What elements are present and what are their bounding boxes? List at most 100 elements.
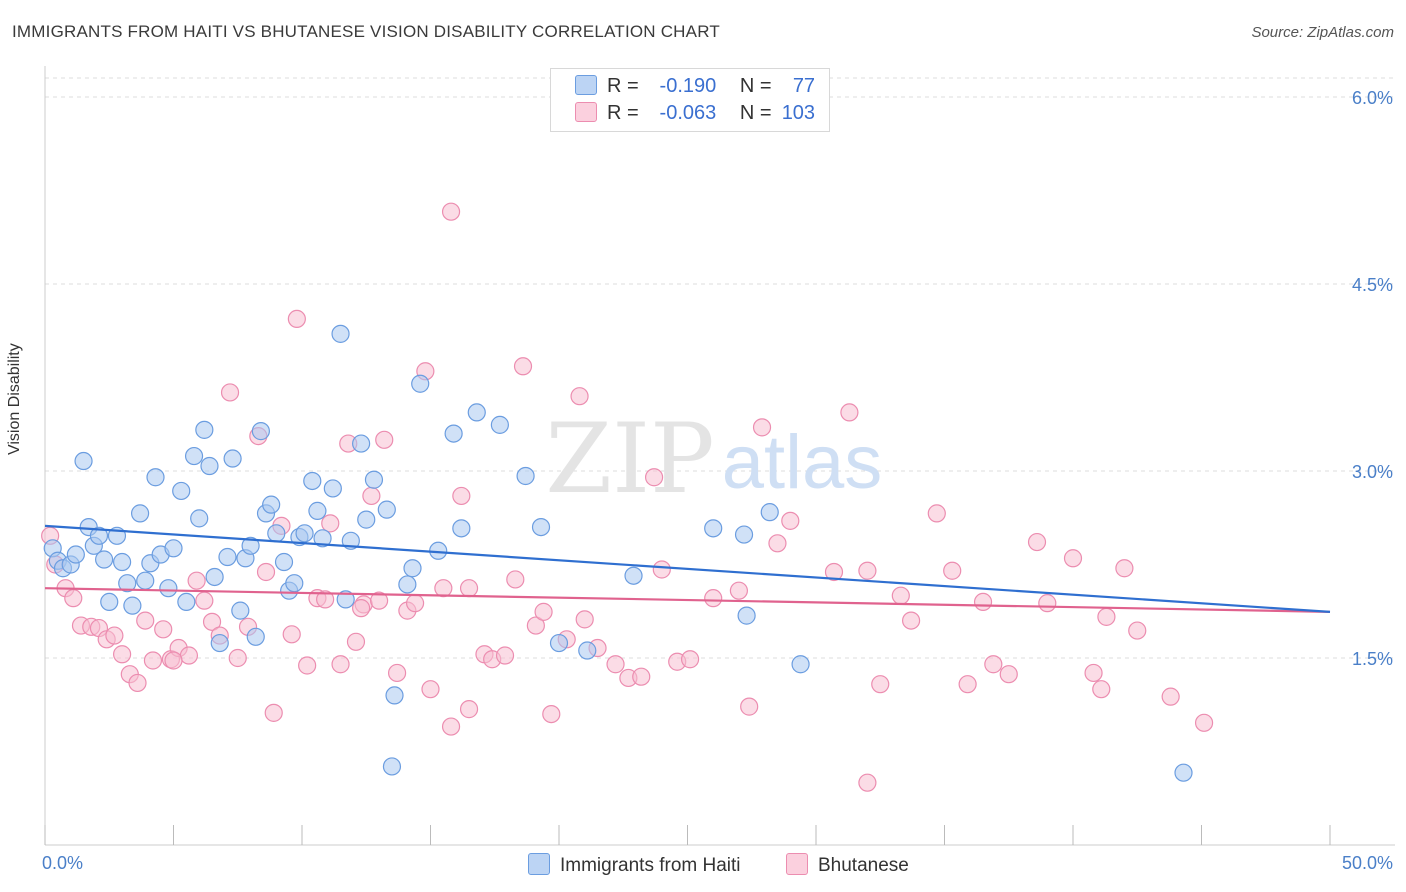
haiti-point-74	[1174, 763, 1193, 782]
haiti-point-63	[490, 415, 509, 434]
bhutanese-point-35	[331, 655, 350, 674]
bhutanese-point-17	[179, 646, 199, 665]
bhutanese-point-12	[136, 611, 155, 630]
bhutanese-point-80	[891, 586, 910, 605]
haiti-point-67	[578, 641, 597, 660]
legend-n-label: N =	[739, 102, 772, 124]
legend-r-value-bhutan: -0.063	[659, 102, 717, 124]
bottom-legend-bhutan-label: Bhutanese	[818, 855, 909, 876]
x-tick-label-1: 50.0%	[1342, 853, 1393, 873]
bhutanese-point-82	[927, 504, 946, 523]
haiti-point-47	[313, 529, 332, 548]
bhutanese-point-100	[459, 579, 479, 598]
correlation-legend: R = -0.190 N = 77 R = -0.063 N = 103	[550, 68, 830, 132]
legend-row-bhutan: R = -0.063 N = 103	[575, 102, 815, 126]
source-credit: Source: ZipAtlas.com	[1251, 24, 1394, 41]
bottom-swatch-bhutan	[786, 853, 808, 875]
bottom-swatch-haiti	[528, 853, 550, 875]
haiti-point-60	[444, 424, 463, 443]
bhutanese-point-47	[434, 579, 453, 598]
bhutanese-point-65	[632, 667, 651, 686]
bhutanese-point-50	[459, 700, 479, 719]
haiti-point-57	[398, 575, 417, 594]
x-tick-label-0: 0.0%	[42, 853, 83, 873]
bhutanese-point-20	[202, 612, 222, 631]
bhutanese-point-29	[282, 625, 301, 644]
bottom-legend-bhutan: Bhutanese	[786, 853, 909, 877]
bhutanese-point-48	[441, 717, 461, 736]
haiti-point-68	[624, 566, 643, 585]
bhutanese-point-22	[220, 383, 240, 402]
bhutanese-point-96	[1161, 687, 1180, 706]
haiti-point-72	[760, 503, 779, 522]
haiti-point-59	[411, 374, 430, 393]
haiti-point-55	[377, 500, 396, 519]
bhutanese-point-70	[704, 589, 723, 608]
bhutanese-point-101	[164, 651, 183, 670]
haiti-point-15	[130, 504, 150, 523]
bhutanese-point-13	[143, 651, 163, 670]
legend-swatch-haiti	[575, 75, 597, 95]
bhutanese-point-92	[1092, 680, 1111, 699]
bhutanese-point-23	[228, 648, 247, 668]
bhutanese-point-53	[495, 646, 515, 665]
bhutanese-point-14	[154, 620, 173, 639]
y-tick-label-3: 6.0%	[1352, 88, 1393, 108]
haiti-point-5	[74, 451, 93, 471]
haiti-point-40	[274, 552, 294, 572]
haiti-point-4	[66, 545, 85, 564]
bhutanese-point-18	[187, 571, 206, 590]
chart-title: IMMIGRANTS FROM HAITI VS BHUTANESE VISIO…	[12, 22, 720, 41]
haiti-point-8	[89, 526, 109, 545]
bhutanese-point-97	[1194, 713, 1214, 732]
bhutanese-point-91	[1084, 663, 1103, 683]
bhutanese-point-44	[405, 594, 425, 613]
bhutanese-point-57	[534, 602, 553, 621]
bhutanese-trend-line	[44, 587, 1331, 613]
haiti-point-66	[549, 633, 569, 653]
legend-swatch-bhutan	[575, 102, 597, 122]
haiti-point-70	[734, 525, 754, 544]
haiti-point-20	[159, 579, 178, 598]
haiti-point-36	[251, 422, 270, 441]
bhutanese-point-83	[943, 561, 962, 580]
bhutanese-point-33	[316, 590, 335, 609]
haiti-point-10	[100, 592, 119, 612]
haiti-point-28	[205, 567, 224, 587]
bhutanese-point-84	[958, 675, 977, 694]
bhutanese-point-56	[526, 616, 545, 635]
haiti-point-64	[516, 466, 535, 486]
bhutanese-point-94	[1115, 559, 1134, 578]
haiti-point-31	[223, 449, 242, 468]
bhutanese-point-40	[370, 591, 389, 610]
bhutanese-point-73	[752, 418, 772, 437]
haiti-point-69	[704, 519, 723, 538]
bhutanese-point-42	[387, 663, 407, 683]
bhutanese-point-26	[256, 562, 276, 582]
bhutanese-point-60	[570, 387, 589, 406]
bhutanese-point-88	[1027, 532, 1047, 552]
haiti-point-22	[172, 481, 191, 501]
haiti-point-42	[285, 574, 304, 593]
bhutanese-point-98	[858, 773, 877, 792]
bhutanese-point-63	[606, 655, 625, 674]
haiti-point-46	[308, 501, 327, 520]
axes	[44, 66, 1395, 846]
bhutanese-point-78	[858, 561, 877, 580]
haiti-point-62	[467, 403, 486, 422]
bhutanese-point-85	[973, 592, 993, 612]
haiti-point-30	[218, 547, 237, 567]
haiti-point-58	[403, 559, 422, 578]
bhutanese-point-46	[421, 680, 440, 699]
haiti-point-14	[123, 596, 142, 615]
haiti-point-21	[164, 539, 183, 558]
haiti-point-65	[531, 517, 551, 537]
haiti-point-13	[118, 574, 137, 593]
watermark-zip: ZIP	[545, 403, 714, 515]
haiti-point-16	[136, 571, 155, 590]
haiti-point-56	[385, 686, 404, 705]
bhutanese-point-55	[513, 357, 533, 376]
bottom-legend-haiti-label: Immigrants from Haiti	[560, 855, 741, 876]
haiti-point-39	[267, 524, 286, 543]
